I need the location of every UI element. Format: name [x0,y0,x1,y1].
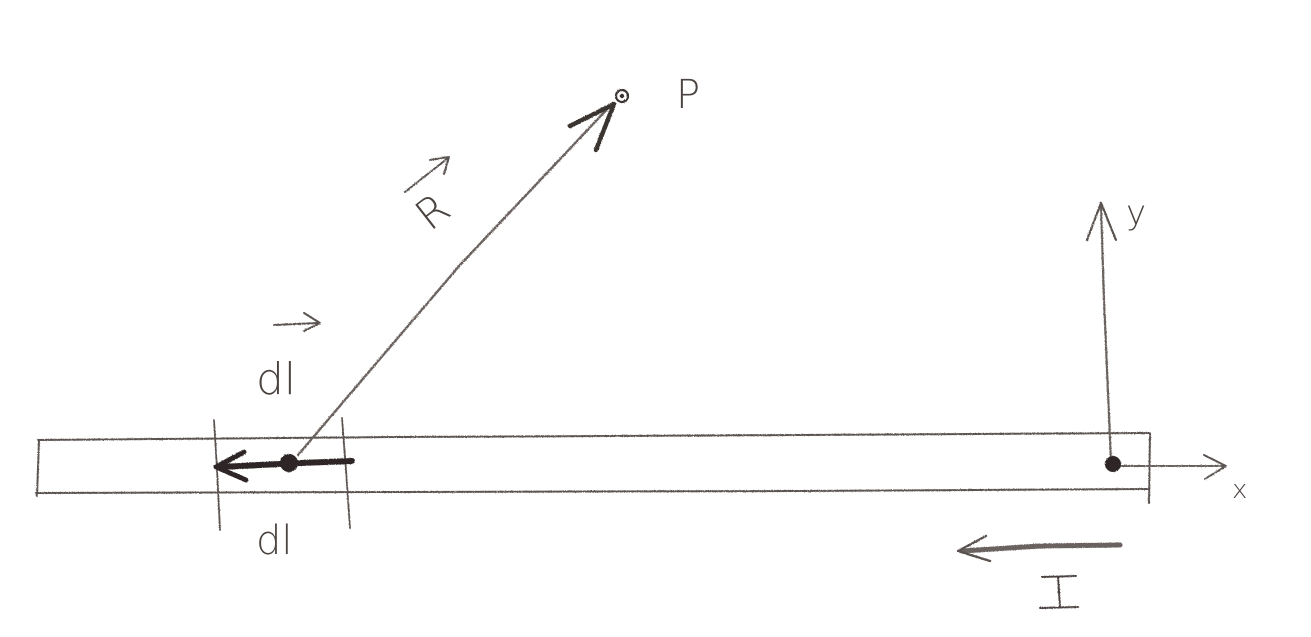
point-p [614,88,630,104]
dl-left-tick [213,419,221,531]
current-label-strokes [1039,575,1079,609]
y-axis-label: y [1126,193,1146,233]
source-point [280,454,298,472]
current-element-arrow [213,449,355,483]
coordinate-axes [1085,201,1227,480]
x-axis-arrowhead [1203,454,1227,480]
dl-segment-label: dl [256,518,293,564]
dl-vector-label: dl [256,354,296,405]
r-vector-arrow [296,101,617,457]
point-p-label: P [676,72,700,118]
x-axis-label: x [1232,475,1247,505]
dl-label-arrow-icon [273,312,321,332]
wire-left-end [36,439,40,497]
origin-point [1105,456,1121,472]
r-vector-label: R [406,183,459,240]
wire-right-end [1148,433,1151,504]
wire-bottom-edge [35,488,1149,494]
wire-top-edge [37,432,1151,441]
current-direction-arrow [956,534,1123,563]
y-axis-line [1099,203,1113,464]
dl-right-tick [341,417,351,529]
wire [35,432,1151,504]
y-axis-arrowhead [1085,201,1118,242]
r-label-arrow-icon [404,156,450,193]
